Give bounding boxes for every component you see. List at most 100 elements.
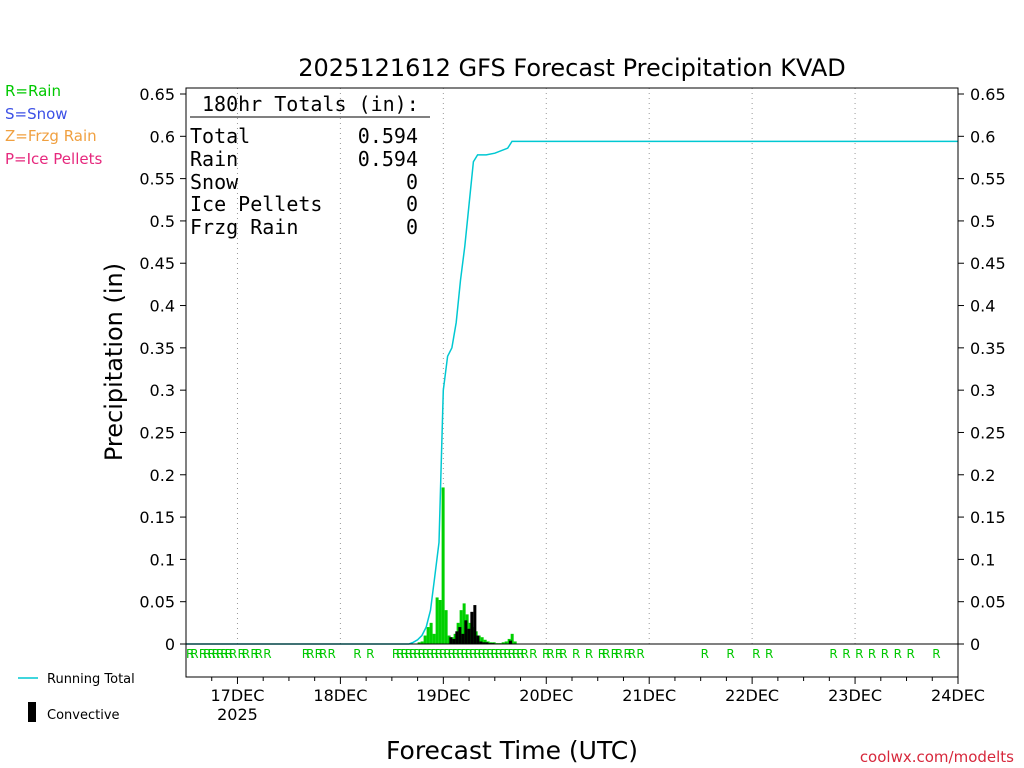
x-tick-label: 17DEC: [210, 686, 264, 705]
precip-bar: [444, 610, 448, 644]
x-tick-label: 23DEC: [828, 686, 882, 705]
ptype-marker: R: [572, 647, 580, 661]
y-tick-label-right: 0.3: [970, 381, 995, 400]
x-tick-label: 24DEC: [931, 686, 985, 705]
precip-bar: [492, 642, 496, 644]
ptype-marker: R: [212, 647, 220, 661]
ptype-marker: R: [366, 647, 374, 661]
y-tick-label-left: 0.15: [139, 508, 175, 527]
running-total-line: [186, 140, 958, 645]
ptype-marker: R: [426, 647, 434, 661]
totals-row-label: Total: [190, 124, 250, 148]
x-tick-label: 21DEC: [622, 686, 676, 705]
legend-ice-pellets: P=Ice Pellets: [5, 150, 102, 168]
y-tick-label-right: 0.6: [970, 127, 995, 146]
precip-bar: [455, 631, 459, 644]
ptype-marker: R: [868, 647, 876, 661]
ptype-marker: R: [559, 647, 567, 661]
ptype-marker: R: [422, 647, 430, 661]
ptype-marker: R: [465, 647, 473, 661]
y-tick-label-left: 0.4: [150, 297, 175, 316]
ptype-marker: R: [448, 647, 456, 661]
ptype-marker: R: [237, 647, 245, 661]
y-tick-label-left: 0.6: [150, 127, 175, 146]
ptype-marker: R: [435, 647, 443, 661]
ptype-marker: R: [186, 647, 194, 661]
ptype-marker: R: [585, 647, 593, 661]
ptype-marker: R: [413, 647, 421, 661]
ptype-marker: R: [220, 647, 228, 661]
ptype-marker: R: [203, 647, 211, 661]
ptype-marker: R: [242, 647, 250, 661]
ptype-marker: R: [199, 647, 207, 661]
ptype-marker: R: [207, 647, 215, 661]
totals-row-value: 0: [406, 170, 418, 194]
ptype-marker: R: [263, 647, 271, 661]
y-tick-label-left: 0.45: [139, 254, 175, 273]
ptype-marker: R: [907, 647, 915, 661]
ptype-marker: R: [932, 647, 940, 661]
ptype-marker: R: [392, 647, 400, 661]
totals-row-label: Ice Pellets: [190, 192, 322, 216]
precip-bar: [464, 620, 468, 644]
precip-bar: [452, 638, 456, 644]
legend-convective: Convective: [47, 708, 120, 723]
totals-row-value: 0: [406, 192, 418, 216]
y-tick-label-left: 0.3: [150, 381, 175, 400]
y-tick-label-right: 0.05: [970, 593, 1006, 612]
y-tick-label-left: 0.1: [150, 550, 175, 569]
y-tick-label-right: 0.25: [970, 423, 1006, 442]
chart-title: 2025121612 GFS Forecast Precipitation KV…: [298, 54, 846, 82]
legend-snow: S=Snow: [5, 105, 68, 123]
y-tick-label-right: 0: [970, 635, 980, 654]
totals-heading: 180hr Totals (in):: [202, 92, 419, 116]
series-legend: Running Total Convective: [18, 672, 135, 723]
x-tick-label: 20DEC: [519, 686, 573, 705]
ptype-marker: R: [881, 647, 889, 661]
precip-bar: [482, 642, 486, 644]
legend-rain: R=Rain: [5, 82, 61, 100]
ptype-marker: R: [302, 647, 310, 661]
ptype-marker: R: [486, 647, 494, 661]
precip-bar: [432, 633, 436, 644]
ptype-marker: R: [503, 647, 511, 661]
ptype-marker: R: [752, 647, 760, 661]
x-tick-label: 19DEC: [416, 686, 470, 705]
precip-bar: [479, 641, 483, 644]
ptype-marker: R: [521, 647, 529, 661]
precip-bar: [441, 487, 445, 644]
ptype-marker: R: [418, 647, 426, 661]
totals-row-value: 0.594: [358, 147, 418, 171]
precip-bar: [489, 642, 493, 644]
legend-running-total: Running Total: [47, 672, 135, 687]
ptype-marker: R: [250, 647, 258, 661]
precip-bar: [485, 642, 489, 644]
y-tick-label-left: 0.65: [139, 85, 175, 104]
ptype-marker: R: [469, 647, 477, 661]
y-tick-label-right: 0.45: [970, 254, 1006, 273]
ptype-marker: R: [353, 647, 361, 661]
ptype-marker: R: [623, 647, 631, 661]
ptype-marker: R: [478, 647, 486, 661]
ptype-marker: R: [726, 647, 734, 661]
x-tick-label: 18DEC: [313, 686, 367, 705]
precip-bar: [449, 637, 453, 644]
y-tick-label-left: 0.05: [139, 593, 175, 612]
y-axis-left: 0 0.05 0.1 0.15 0.2 0.25 0.3 0.35 0.4 0.45 0.5 0.55…: [139, 85, 186, 654]
convective-swatch: [28, 702, 36, 722]
y-tick-label-right: 0.2: [970, 466, 995, 485]
precip-bar: [483, 639, 487, 644]
legend-frzg-rain: Z=Frzg Rain: [5, 127, 97, 145]
ptype-marker: R: [615, 647, 623, 661]
y-tick-label-right: 0.15: [970, 508, 1006, 527]
totals-box: 180hr Totals (in): Total 0.594 Rain 0.59…: [190, 92, 430, 239]
precip-bar: [417, 642, 421, 644]
y-tick-label-left: 0.55: [139, 170, 175, 189]
ptype-marker: R: [542, 647, 550, 661]
totals-row-label: Snow: [190, 170, 239, 194]
precip-bar: [429, 622, 433, 644]
ptype-marker: R: [611, 647, 619, 661]
ptype-marker: R: [405, 647, 413, 661]
